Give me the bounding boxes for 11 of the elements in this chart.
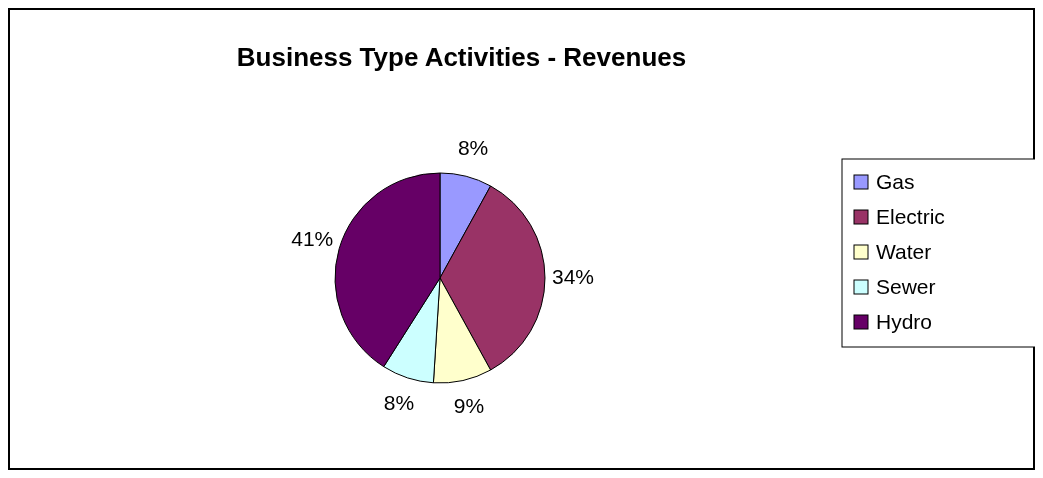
data-label: 9% (453, 394, 485, 418)
legend-label: Electric (876, 204, 945, 228)
legend-label: Hydro (876, 309, 933, 333)
legend-label: Sewer (876, 274, 936, 298)
legend-label: Gas (876, 169, 915, 193)
data-label: 41% (291, 227, 334, 251)
data-label: 8% (383, 391, 415, 415)
legend-label: Water (876, 239, 932, 263)
data-label: 8% (457, 135, 489, 159)
data-label: 34% (551, 264, 595, 288)
chart-title: Business Type Activities - Revenues (236, 42, 687, 72)
